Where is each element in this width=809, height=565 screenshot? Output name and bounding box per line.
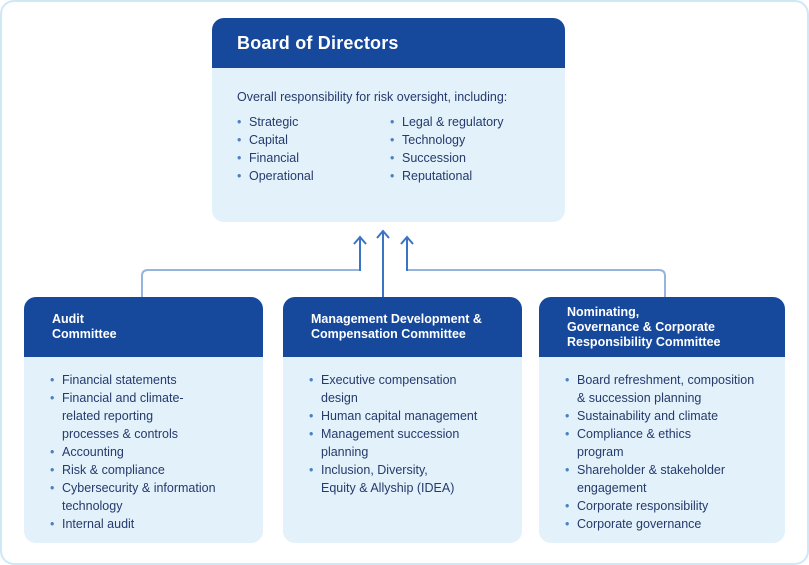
board-bullet-column-1: StrategicCapitalFinancialOperational [237,113,390,185]
bullet-item: Capital [237,131,390,149]
arrow-left-icon [353,235,367,271]
board-of-directors-box: Board of Directors Overall responsibilit… [212,18,565,222]
board-title: Board of Directors [237,32,399,53]
bullet-item: Inclusion, Diversity, Equity & Allyship … [309,461,516,497]
bullet-item: Corporate governance [565,515,779,533]
ngcrc-body: Board refreshment, composition & success… [539,357,785,533]
bullet-item: Executive compensation design [309,371,516,407]
rail-left [141,269,359,298]
bullet-item: Shareholder & stakeholder engagement [565,461,779,497]
ngcrc-bullet-list: Board refreshment, composition & success… [565,371,779,533]
mdcc-body: Executive compensation designHuman capit… [283,357,522,497]
bullet-item: Board refreshment, composition & success… [565,371,779,407]
arrow-right-icon [400,235,414,271]
bullet-item: Reputational [390,167,549,185]
bullet-item: Compliance & ethics program [565,425,779,461]
audit-committee-body: Financial statementsFinancial and climat… [24,357,263,533]
audit-committee-header: Audit Committee [24,297,263,357]
audit-committee-title: Audit Committee [52,312,117,341]
audit-committee-box: Audit Committee Financial statementsFina… [24,297,263,543]
board-bullet-column-2: Legal & regulatoryTechnologySuccessionRe… [390,113,549,185]
board-body: Overall responsibility for risk oversigh… [212,68,565,185]
board-bullet-columns: StrategicCapitalFinancialOperational Leg… [237,113,549,185]
audit-committee-bullet-list: Financial statementsFinancial and climat… [50,371,257,533]
ngcrc-title: Nominating, Governance & Corporate Respo… [567,304,721,349]
bullet-item: Legal & regulatory [390,113,549,131]
mdcc-title: Management Development & Compensation Co… [311,312,482,341]
bullet-item: Internal audit [50,515,257,533]
ngcrc-header: Nominating, Governance & Corporate Respo… [539,297,785,357]
bullet-item: Human capital management [309,407,516,425]
management-development-compensation-committee-box: Management Development & Compensation Co… [283,297,522,543]
bullet-item: Financial statements [50,371,257,389]
bullet-item: Risk & compliance [50,461,257,479]
bullet-item: Corporate responsibility [565,497,779,515]
bullet-item: Sustainability and climate [565,407,779,425]
bullet-item: Operational [237,167,390,185]
mdcc-header: Management Development & Compensation Co… [283,297,522,357]
bullet-item: Management succession planning [309,425,516,461]
board-intro-text: Overall responsibility for risk oversigh… [237,90,508,104]
nominating-governance-committee-box: Nominating, Governance & Corporate Respo… [539,297,785,543]
arrow-center-icon [376,229,390,298]
bullet-item: Technology [390,131,549,149]
bullet-item: Cybersecurity & information technology [50,479,257,515]
rail-right [408,269,666,298]
board-header: Board of Directors [212,18,565,68]
bullet-item: Financial and climate- related reporting… [50,389,257,443]
mdcc-bullet-list: Executive compensation designHuman capit… [309,371,516,497]
bullet-item: Succession [390,149,549,167]
bullet-item: Financial [237,149,390,167]
bullet-item: Strategic [237,113,390,131]
bullet-item: Accounting [50,443,257,461]
